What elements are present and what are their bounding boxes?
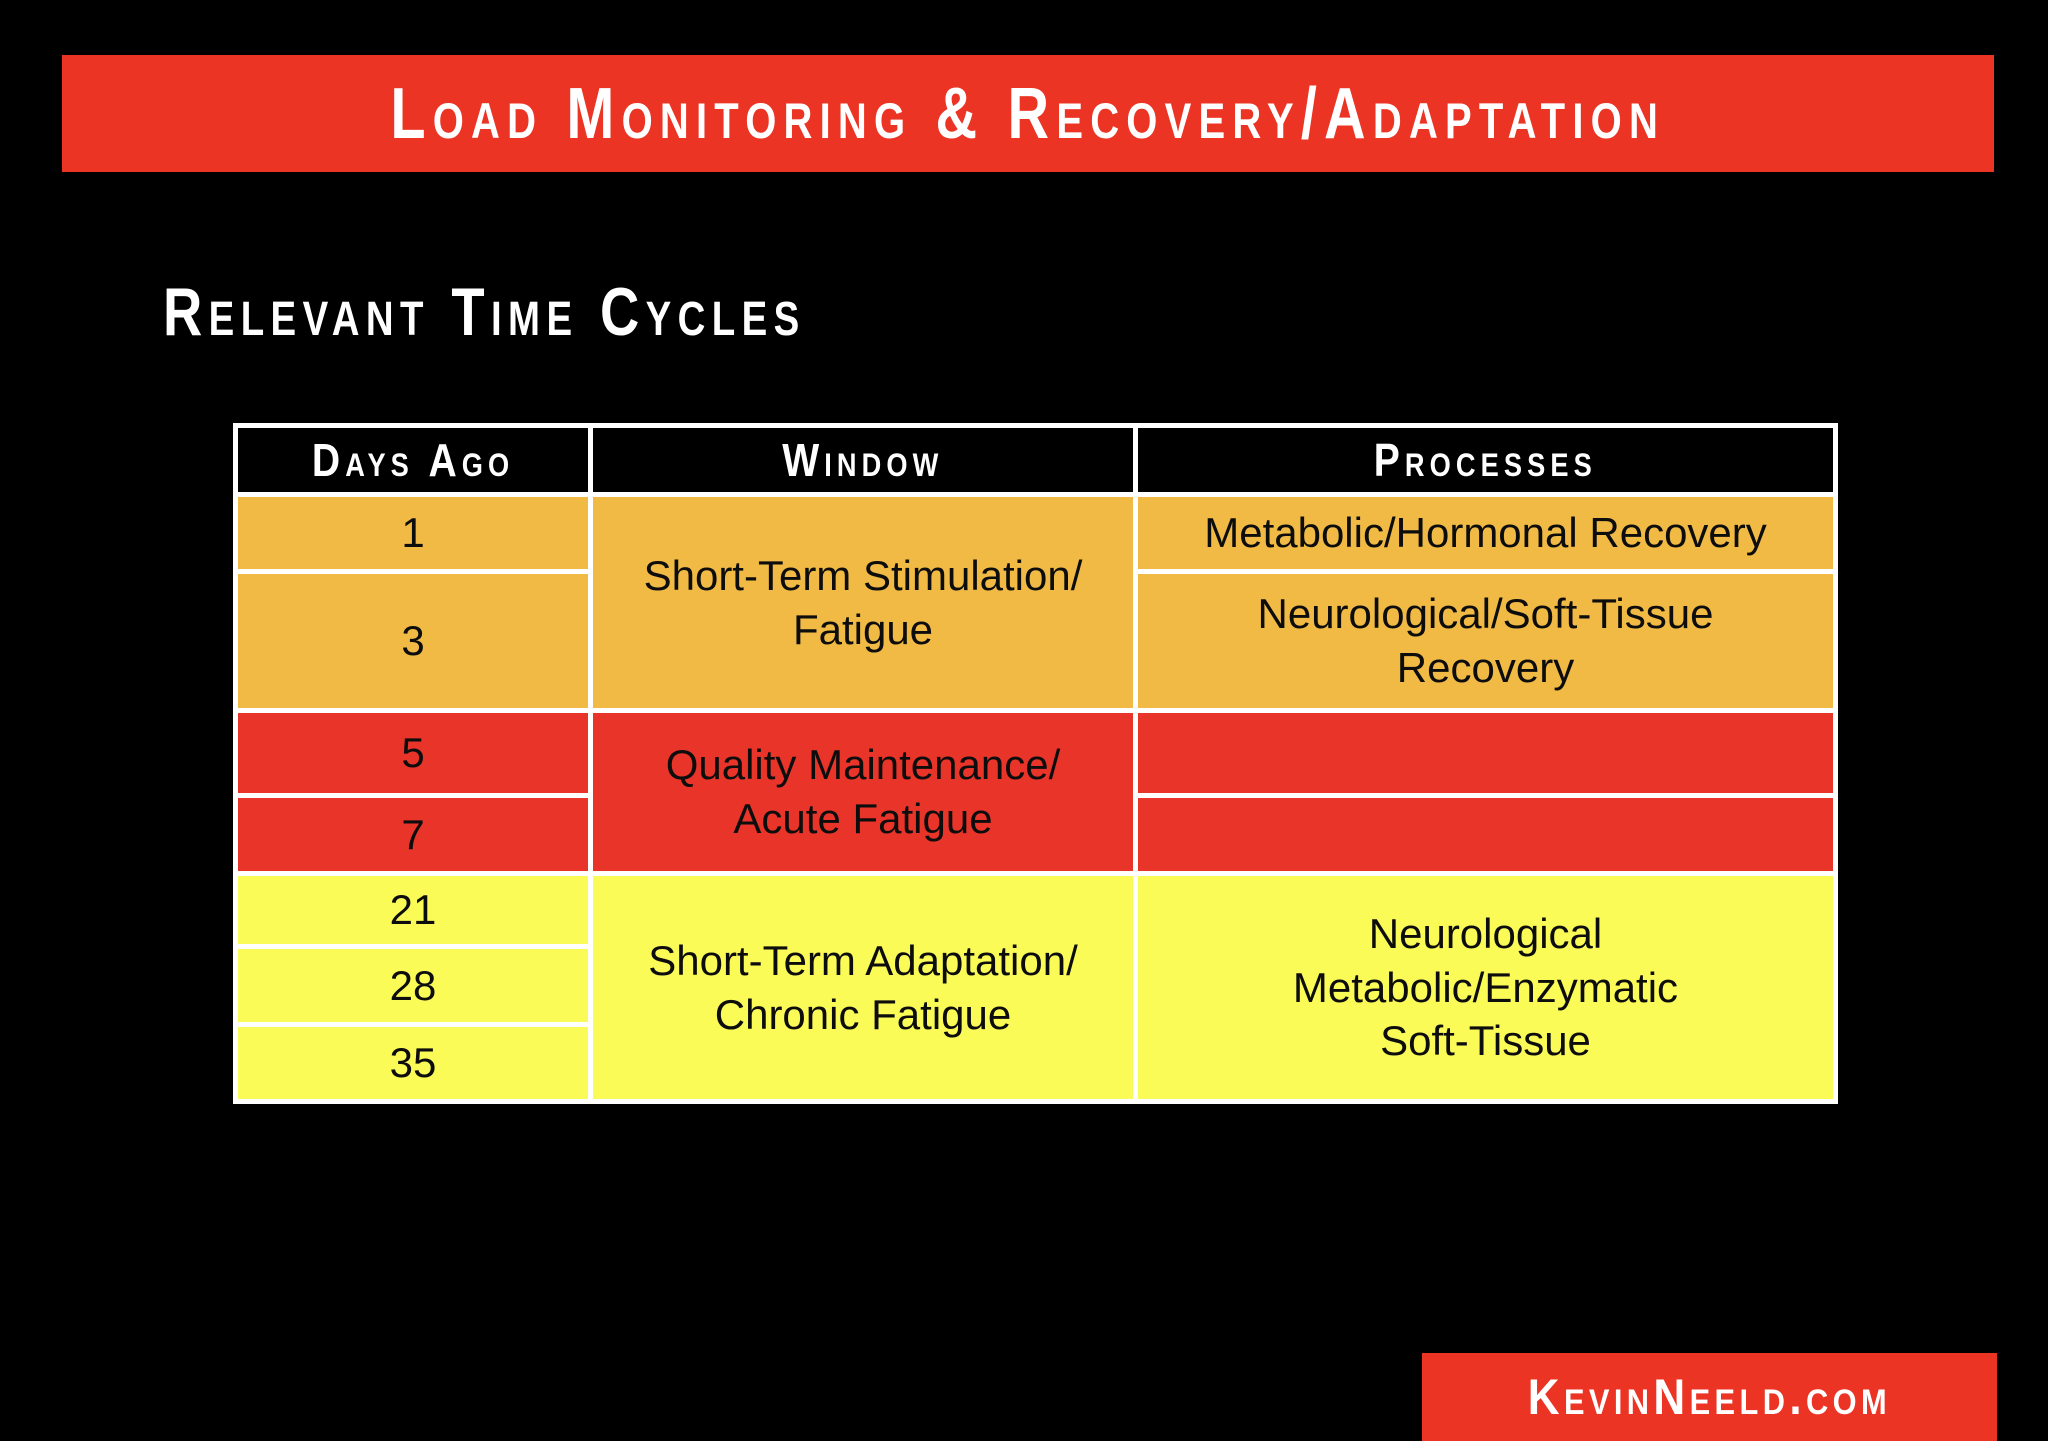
title-banner: Load Monitoring & Recovery/Adaptation xyxy=(62,55,1994,172)
footer-banner: KevinNeeld.com xyxy=(1422,1353,1997,1441)
table-header-row: Days Ago Window Processes xyxy=(238,428,1833,492)
cell-days-21: 21 xyxy=(238,876,588,944)
cell-process-metabolic-hormonal-recovery: Metabolic/Hormonal Recovery xyxy=(1138,497,1833,569)
cell-process-empty-1 xyxy=(1138,713,1833,793)
table-row: 35 xyxy=(238,1027,1833,1099)
cell-process-empty-2 xyxy=(1138,798,1833,871)
cell-days-28: 28 xyxy=(238,949,588,1022)
footer-banner-text: KevinNeeld.com xyxy=(1527,1369,1892,1425)
slide-heading: Relevant Time Cycles xyxy=(163,272,966,352)
header-days-ago-text: Days Ago xyxy=(311,434,515,486)
table-row: 21 Short-Term Adaptation/ Chronic Fatigu… xyxy=(238,876,1833,1099)
time-cycles-table-wrap: Days Ago Window Processes 1 Short-Term S… xyxy=(233,423,1838,1104)
header-processes-text: Processes xyxy=(1373,434,1598,486)
table-row: 28 xyxy=(238,949,1833,1022)
cell-window-quality-maintenance: Quality Maintenance/ Acute Fatigue xyxy=(593,713,1133,871)
table-row: 3 Neurological/Soft-Tissue Recovery xyxy=(238,574,1833,708)
cell-window-short-term-stimulation: Short-Term Stimulation/ Fatigue xyxy=(593,497,1133,708)
cell-days-35: 35 xyxy=(238,1027,588,1099)
title-banner-text: Load Monitoring & Recovery/Adaptation xyxy=(390,73,1666,154)
table-row: 7 xyxy=(238,798,1833,871)
header-cell-days-ago: Days Ago xyxy=(238,428,588,492)
table-row: 1 Short-Term Stimulation/ Fatigue Metabo… xyxy=(238,497,1833,708)
cell-window-short-term-adaptation: Short-Term Adaptation/ Chronic Fatigue xyxy=(593,876,1133,1099)
cell-days-1: 1 xyxy=(238,497,588,569)
header-cell-processes: Processes xyxy=(1138,428,1833,492)
cell-days-3: 3 xyxy=(238,574,588,708)
time-cycles-table: Days Ago Window Processes 1 Short-Term S… xyxy=(233,423,1838,1104)
table-row: 5 Quality Maintenance/ Acute Fatigue xyxy=(238,713,1833,871)
cell-days-7: 7 xyxy=(238,798,588,871)
cell-process-neurological-metabolic-soft-tissue: Neurological Metabolic/Enzymatic Soft-Ti… xyxy=(1138,876,1833,1099)
cell-days-5: 5 xyxy=(238,713,588,793)
slide-heading-text: Relevant Time Cycles xyxy=(163,274,806,350)
cell-process-neurological-soft-tissue-recovery: Neurological/Soft-Tissue Recovery xyxy=(1138,574,1833,708)
header-cell-window: Window xyxy=(593,428,1133,492)
header-window-text: Window xyxy=(782,434,944,486)
